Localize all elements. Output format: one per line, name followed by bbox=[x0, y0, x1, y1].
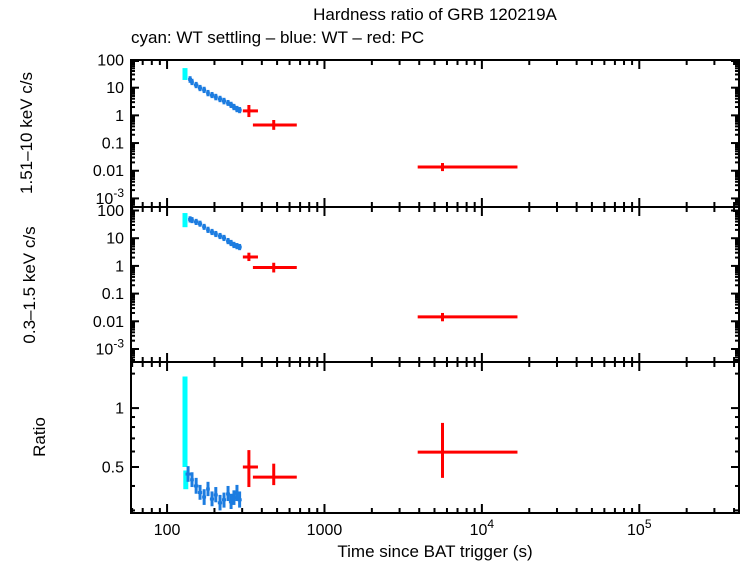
svg-text:104: 104 bbox=[470, 517, 495, 539]
svg-text:100: 100 bbox=[97, 53, 124, 70]
series-wt bbox=[188, 76, 242, 114]
series-wt-settling bbox=[182, 213, 188, 228]
panel-hard_band: 100 10 1 0.1 0.01 10-3 bbox=[93, 53, 740, 208]
panel-soft_band: 100 10 1 0.1 0.01 10-3 bbox=[93, 203, 740, 363]
svg-text:100: 100 bbox=[97, 203, 124, 220]
panel-ratio: 10.5 bbox=[102, 361, 740, 514]
series-pc bbox=[242, 252, 518, 322]
svg-text:105: 105 bbox=[627, 517, 652, 539]
series-wt bbox=[185, 466, 242, 511]
svg-text:10-3: 10-3 bbox=[96, 186, 125, 208]
svg-text:100: 100 bbox=[154, 522, 181, 539]
series-wt-settling bbox=[182, 68, 188, 80]
svg-text:0.1: 0.1 bbox=[102, 136, 124, 153]
svg-text:0.5: 0.5 bbox=[102, 459, 124, 476]
svg-text:1: 1 bbox=[115, 401, 124, 418]
svg-text:1000: 1000 bbox=[307, 522, 343, 539]
svg-text:1: 1 bbox=[115, 258, 124, 275]
x-axis-label: Time since BAT trigger (s) bbox=[337, 542, 533, 561]
svg-text:10-3: 10-3 bbox=[96, 336, 125, 358]
x-axis-tick-labels: 100 1000 104 105 bbox=[154, 517, 652, 539]
svg-text:0.1: 0.1 bbox=[102, 286, 124, 303]
series-pc bbox=[242, 104, 518, 172]
svg-text:0.01: 0.01 bbox=[93, 314, 124, 331]
series-wt bbox=[188, 216, 242, 251]
series-pc bbox=[242, 422, 518, 488]
chart-title: Hardness ratio of GRB 120219A bbox=[313, 5, 557, 24]
svg-text:0.01: 0.01 bbox=[93, 163, 124, 180]
svg-text:1: 1 bbox=[115, 108, 124, 125]
svg-text:10: 10 bbox=[106, 80, 124, 97]
svg-text:10: 10 bbox=[106, 231, 124, 248]
y-axis-label-ratio: Ratio bbox=[30, 417, 49, 457]
chart-legend-subtitle: cyan: WT settling – blue: WT – red: PC bbox=[131, 28, 425, 47]
